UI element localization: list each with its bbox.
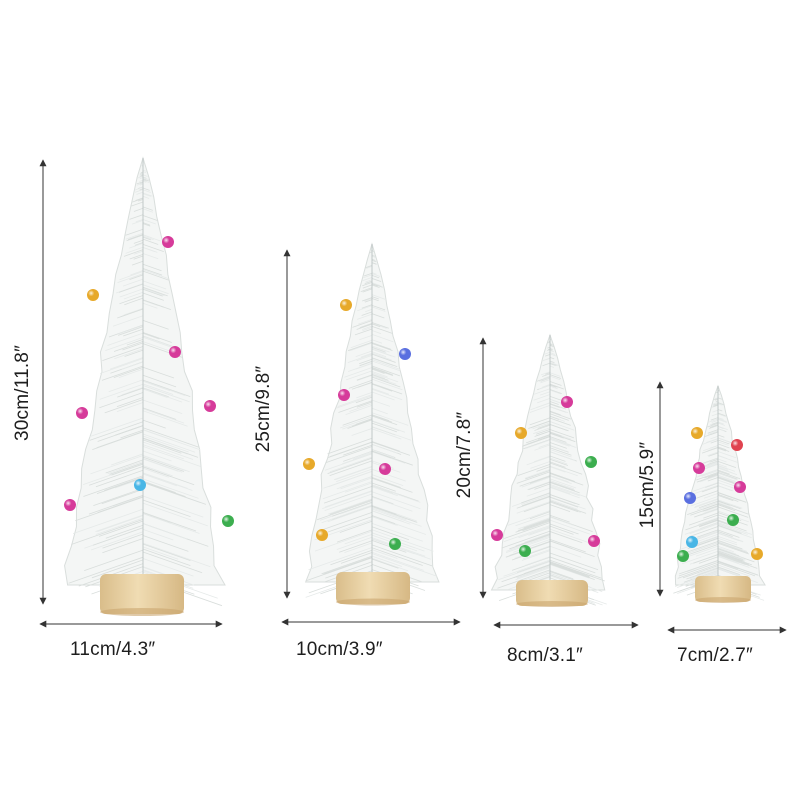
tree-2-height-label: 25cm/9.8″ — [253, 365, 274, 453]
tree-4-height-label: 15cm/5.9″ — [637, 441, 658, 529]
tree-1 — [39, 156, 234, 628]
tree-4-ornaments — [677, 427, 763, 562]
tree-1-wooden-base — [100, 574, 184, 616]
tree-3 — [479, 333, 639, 629]
tree-3-wooden-base — [516, 580, 588, 607]
tree-1-ornaments — [64, 236, 234, 527]
tree-2-wooden-base — [336, 572, 410, 606]
tree-1-width-label: 11cm/4.3″ — [70, 639, 156, 660]
tree-1-bottle-brush-tree — [64, 156, 226, 607]
tree-3-bottle-brush-tree — [490, 333, 607, 606]
tree-4-width-label: 7cm/2.7″ — [677, 645, 753, 666]
tree-3-width-label: 8cm/3.1″ — [507, 645, 583, 666]
tree-2-ornaments — [303, 299, 411, 550]
tree-3-ornaments — [491, 396, 600, 557]
tree-2-width-label: 10cm/3.9″ — [296, 639, 383, 660]
tree-2-bottle-brush-tree — [304, 242, 440, 598]
tree-4-wooden-base — [695, 576, 751, 603]
tree-3-height-label: 20cm/7.8″ — [454, 411, 475, 499]
tree-4 — [656, 381, 787, 634]
tree-4-bottle-brush-tree — [673, 384, 766, 601]
tree-1-height-label: 30cm/11.8″ — [12, 344, 33, 442]
tree-2 — [281, 242, 461, 626]
